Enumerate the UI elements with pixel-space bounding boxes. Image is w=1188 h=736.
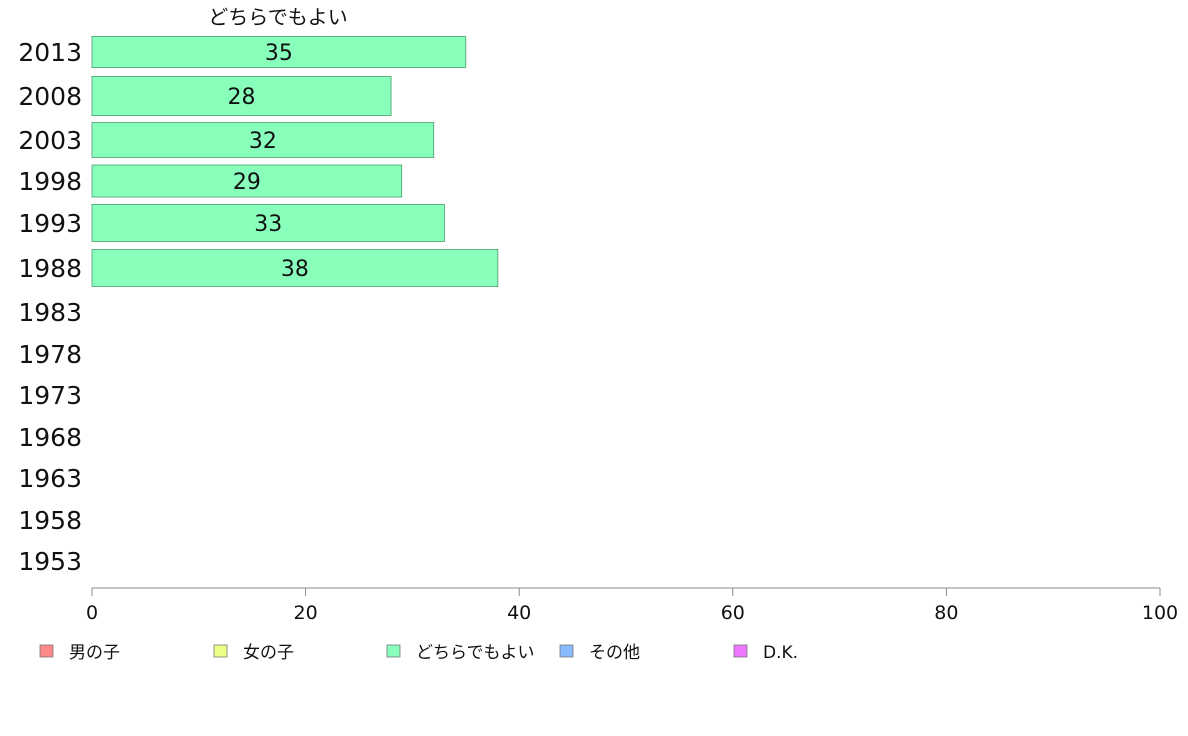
legend-label: 女の子 xyxy=(243,643,294,663)
bar-value-label: 38 xyxy=(281,257,309,282)
legend-swatch xyxy=(559,644,574,658)
x-tick-label: 80 xyxy=(934,602,958,624)
year-label: 1983 xyxy=(18,298,82,327)
legend-swatch xyxy=(213,644,228,658)
bar xyxy=(91,76,392,116)
x-tick-label: 20 xyxy=(294,602,318,624)
bar xyxy=(91,249,499,287)
year-label: 2003 xyxy=(18,126,82,155)
year-label: 1963 xyxy=(18,464,82,493)
legend: 男の子 女の子 どちらでもよい その他 D.K. xyxy=(39,643,798,663)
bars xyxy=(91,36,499,287)
x-tick-label: 40 xyxy=(507,602,531,624)
bar-value-label: 33 xyxy=(254,212,282,237)
series-title: どちらでもよい xyxy=(208,5,347,29)
x-tick-label: 60 xyxy=(721,602,745,624)
year-label: 1978 xyxy=(18,340,82,369)
legend-label: D.K. xyxy=(763,643,798,663)
legend-swatch xyxy=(386,644,401,658)
year-label: 1958 xyxy=(18,506,82,535)
legend-label: 男の子 xyxy=(69,643,120,663)
legend-swatch xyxy=(733,644,748,658)
bar-value-label: 29 xyxy=(233,170,261,195)
year-label: 1968 xyxy=(18,423,82,452)
legend-swatch xyxy=(39,644,54,658)
year-labels: 2013 2008 2003 1998 1993 1988 1983 1978 1973 1968… xyxy=(18,38,82,576)
year-label: 1993 xyxy=(18,209,82,238)
legend-label: その他 xyxy=(589,643,640,663)
bar-value-label: 28 xyxy=(228,85,256,110)
x-tick-label: 0 xyxy=(86,602,98,624)
year-label: 1973 xyxy=(18,381,82,410)
year-label: 1998 xyxy=(18,167,82,196)
legend-label: どちらでもよい xyxy=(416,643,535,663)
bar xyxy=(91,122,435,158)
year-label: 1953 xyxy=(18,547,82,576)
bar-value-label: 32 xyxy=(249,129,277,154)
bar xyxy=(91,164,403,198)
year-label: 2013 xyxy=(18,38,82,67)
bar xyxy=(91,36,467,68)
value-labels: 35 28 32 29 33 38 xyxy=(228,41,309,282)
x-axis: 0 20 40 60 80 100 xyxy=(86,587,1178,624)
year-label: 2008 xyxy=(18,82,82,111)
bar-value-label: 35 xyxy=(265,41,293,66)
year-label: 1988 xyxy=(18,254,82,283)
bar xyxy=(91,204,445,242)
x-tick-label: 100 xyxy=(1142,602,1178,624)
